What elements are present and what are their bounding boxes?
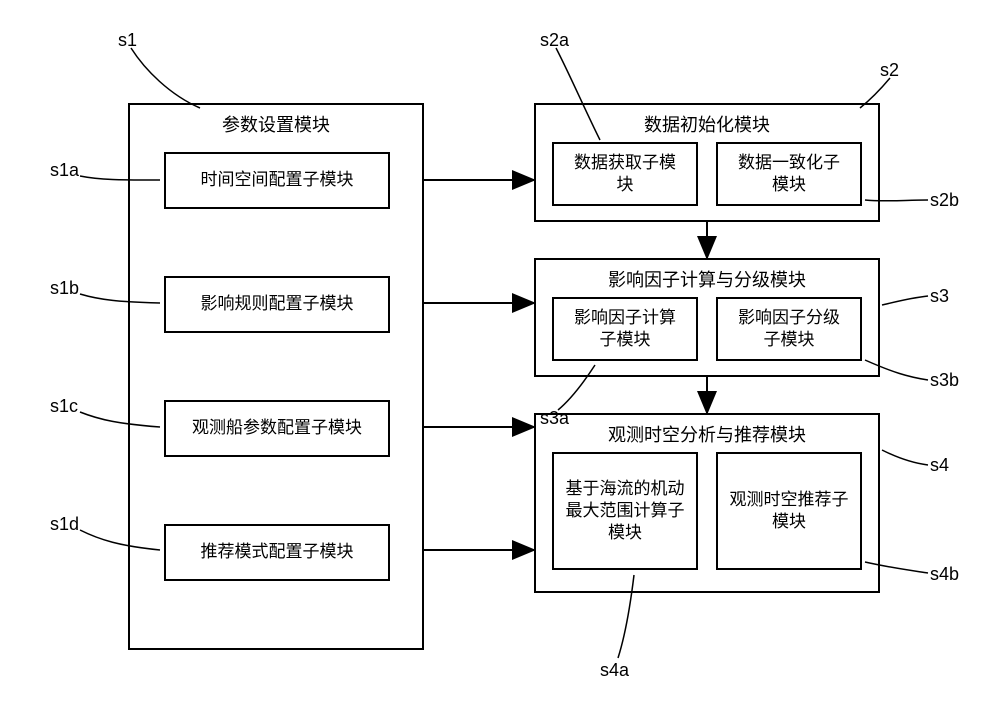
sub-s1a: 时间空间配置子模块 (164, 152, 390, 209)
module-s3-title: 影响因子计算与分级模块 (536, 266, 878, 292)
label-s3: s3 (930, 286, 949, 307)
label-s1: s1 (118, 30, 137, 51)
sub-s1d: 推荐模式配置子模块 (164, 524, 390, 581)
label-s3a: s3a (540, 408, 569, 429)
diagram-canvas: 参数设置模块 时间空间配置子模块 影响规则配置子模块 观测船参数配置子模块 推荐… (0, 0, 1000, 704)
sub-s4a: 基于海流的机动最大范围计算子模块 (552, 452, 698, 570)
label-s2b: s2b (930, 190, 959, 211)
sub-s2b: 数据一致化子模块 (716, 142, 862, 206)
label-s4: s4 (930, 455, 949, 476)
leader-s4 (882, 450, 928, 465)
label-s2: s2 (880, 60, 899, 81)
leader-s3 (882, 296, 928, 305)
label-s4a: s4a (600, 660, 629, 681)
sub-s1b: 影响规则配置子模块 (164, 276, 390, 333)
label-s1b: s1b (50, 278, 79, 299)
module-s4-title: 观测时空分析与推荐模块 (536, 421, 878, 447)
label-s1d: s1d (50, 514, 79, 535)
label-s3b: s3b (930, 370, 959, 391)
sub-s4b: 观测时空推荐子模块 (716, 452, 862, 570)
sub-s1c: 观测船参数配置子模块 (164, 400, 390, 457)
module-s2-title: 数据初始化模块 (536, 111, 878, 137)
leader-s1 (131, 48, 200, 108)
label-s1c: s1c (50, 396, 78, 417)
label-s2a: s2a (540, 30, 569, 51)
module-s1-title: 参数设置模块 (130, 111, 422, 137)
label-s1a: s1a (50, 160, 79, 181)
sub-s2a: 数据获取子模块 (552, 142, 698, 206)
sub-s3a: 影响因子计算子模块 (552, 297, 698, 361)
label-s4b: s4b (930, 564, 959, 585)
sub-s3b: 影响因子分级子模块 (716, 297, 862, 361)
